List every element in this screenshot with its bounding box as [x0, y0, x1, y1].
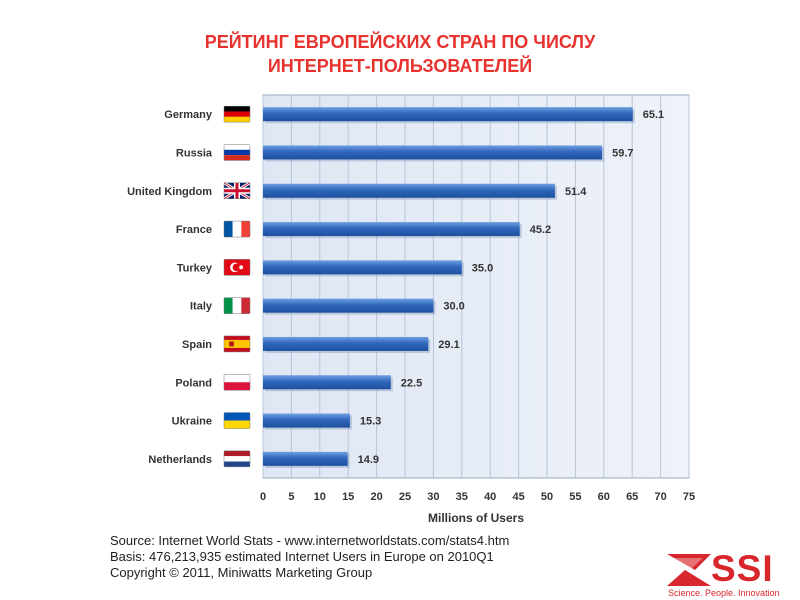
category-label: Netherlands [148, 454, 212, 466]
logo-text: SSI [711, 548, 774, 589]
flag-russia-icon [223, 144, 251, 161]
bar [263, 336, 429, 351]
source-footer: Source: Internet World Stats - www.inter… [110, 533, 509, 581]
flag-uk-icon [223, 181, 251, 201]
x-tick-label: 40 [484, 491, 496, 503]
category-label: Italy [190, 301, 213, 313]
flag-italy-icon [223, 297, 251, 314]
x-tick-label: 75 [683, 491, 695, 503]
flag-germany-icon [223, 105, 251, 123]
x-tick-label: 60 [598, 491, 610, 503]
bar-value-label: 51.4 [565, 186, 587, 198]
bar-value-label: 59.7 [612, 147, 633, 159]
flag-netherlands-icon [223, 450, 251, 468]
chart-title: РЕЙТИНГ ЕВРОПЕЙСКИХ СТРАН ПО ЧИСЛУ ИНТЕР… [100, 30, 700, 78]
category-label: Poland [175, 377, 212, 389]
category-label: France [176, 224, 212, 236]
category-label: Russia [176, 147, 213, 159]
bar-value-label: 14.9 [358, 454, 379, 466]
category-label: United Kingdom [127, 186, 212, 198]
flag-spain-icon [223, 335, 251, 353]
ssi-logo: SSI Science. People. Innovation [660, 548, 790, 600]
bar-value-label: 30.0 [443, 301, 464, 313]
bar-value-label: 65.1 [643, 109, 664, 121]
bar-value-label: 35.0 [472, 262, 493, 274]
copyright-line: Copyright © 2011, Miniwatts Marketing Gr… [110, 565, 373, 580]
category-label: Spain [182, 339, 212, 351]
x-tick-label: 0 [260, 491, 266, 503]
x-tick-label: 25 [399, 491, 411, 503]
x-tick-label: 35 [456, 491, 468, 503]
x-tick-label: 50 [541, 491, 553, 503]
x-tick-label: 15 [342, 491, 354, 503]
bar-value-label: 22.5 [401, 377, 422, 389]
bar [263, 145, 603, 160]
x-tick-label: 10 [314, 491, 326, 503]
bar-value-label: 45.2 [530, 224, 551, 236]
title-line-1: РЕЙТИНГ ЕВРОПЕЙСКИХ СТРАН ПО ЧИСЛУ [204, 32, 596, 52]
flag-poland-icon [223, 374, 251, 391]
bar [263, 375, 391, 390]
bar [263, 260, 462, 275]
bar-value-label: 15.3 [360, 416, 381, 428]
x-tick-label: 70 [654, 491, 666, 503]
x-tick-label: 45 [512, 491, 524, 503]
x-tick-label: 55 [569, 491, 581, 503]
ssi-logo-icon [667, 554, 711, 586]
bar [263, 451, 348, 466]
flag-france-icon [223, 220, 251, 238]
bar [263, 298, 434, 313]
x-tick-label: 30 [427, 491, 439, 503]
logo-tagline: Science. People. Innovation [668, 588, 780, 598]
bar [263, 413, 350, 428]
category-label: Germany [164, 109, 213, 121]
x-tick-label: 65 [626, 491, 638, 503]
category-label: Ukraine [172, 416, 212, 428]
title-line-2: ИНТЕРНЕТ-ПОЛЬЗОВАТЕЛЕЙ [267, 56, 533, 76]
category-label: Turkey [177, 262, 213, 274]
x-axis-label: Millions of Users [428, 511, 524, 525]
bar-value-label: 29.1 [438, 339, 459, 351]
basis-line: Basis: 476,213,935 estimated Internet Us… [110, 549, 494, 564]
bar [263, 107, 633, 122]
flag-turkey-icon [223, 259, 251, 276]
bar [263, 222, 520, 237]
bar-chart: 0 5 10 15 20 25 30 35 40 45 50 55 60 65 70 75 Millions o… [127, 94, 695, 525]
flag-ukraine-icon [223, 412, 251, 429]
bar [263, 183, 555, 198]
x-tick-label: 20 [370, 491, 382, 503]
source-line: Source: Internet World Stats - www.inter… [110, 533, 510, 548]
x-tick-label: 5 [288, 491, 294, 503]
